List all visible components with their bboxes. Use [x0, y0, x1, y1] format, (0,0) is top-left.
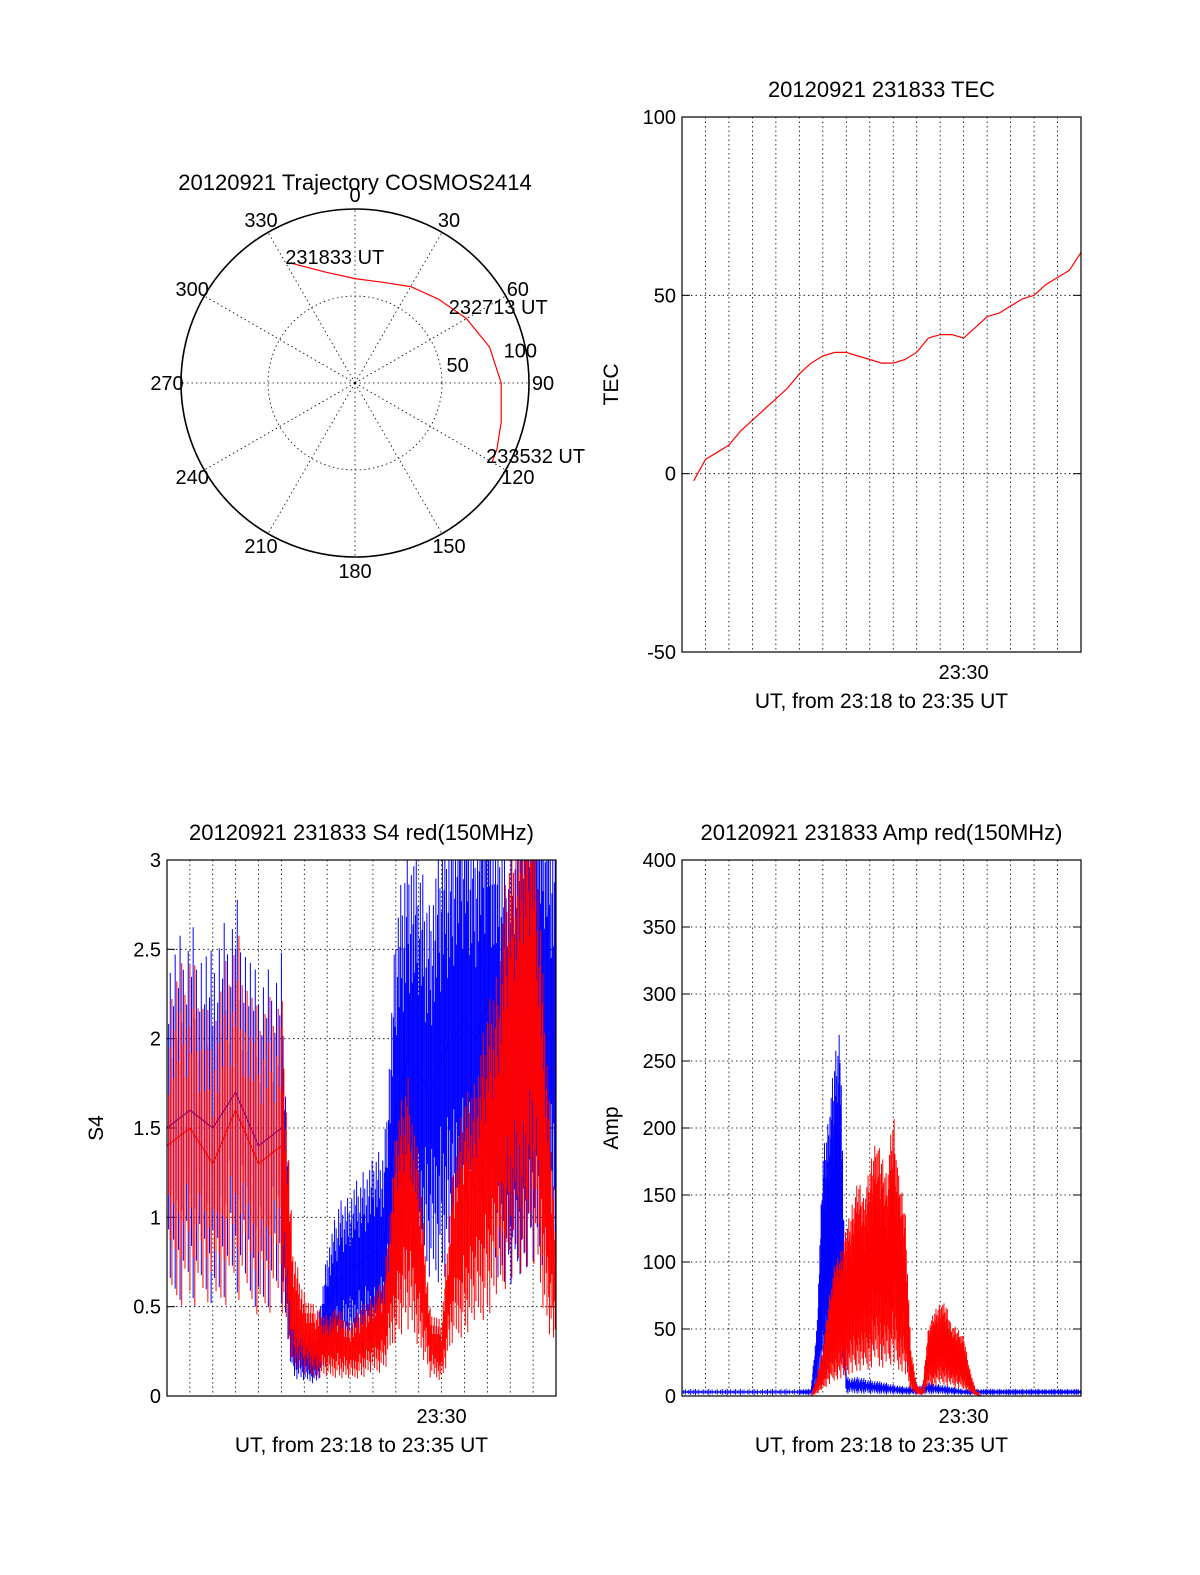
polar-spoke — [267, 232, 356, 384]
plot-title: 20120921 231833 TEC — [768, 77, 995, 102]
polar-angle-label: 270 — [150, 373, 183, 395]
x-axis-label: UT, from 23:18 to 23:35 UT — [755, 690, 1008, 713]
y-tick-label: 400 — [643, 850, 676, 872]
polar-spoke — [354, 295, 506, 384]
y-tick-label: 200 — [643, 1118, 676, 1140]
trajectory-time-annotation: 232713 UT — [449, 297, 548, 319]
plot-title: 20120921 231833 S4 red(150MHz) — [189, 820, 534, 845]
tec-plot: -50 0 50 100 23:30 20120921 231833 TEC UT, fro… — [600, 77, 1082, 713]
y-tick-label: 350 — [643, 917, 676, 939]
polar-angle-label: 150 — [432, 536, 465, 558]
y-tick-label: 1.5 — [133, 1118, 161, 1140]
x-axis-label: UT, from 23:18 to 23:35 UT — [235, 1434, 488, 1457]
y-axis-label: Amp — [600, 1106, 623, 1149]
polar-angle-label: 330 — [244, 210, 277, 232]
polar-radius-label: 100 — [504, 340, 537, 362]
polar-angle-label: 180 — [338, 561, 371, 583]
amp-plot: 0 50 100 150 200 250 300 350 400 23:30 20120921 23… — [600, 820, 1082, 1457]
y-axis-label: TEC — [600, 364, 623, 406]
polar-spoke — [354, 382, 443, 534]
polar-spoke — [267, 382, 356, 534]
polar-outer-circle — [180, 208, 530, 558]
polar-spoke — [204, 382, 356, 471]
y-tick-label: 100 — [643, 1252, 676, 1274]
polar-angle-label: 240 — [175, 467, 208, 489]
y-tick-label: 250 — [643, 1051, 676, 1073]
plot-title: 20120921 231833 Amp red(150MHz) — [700, 820, 1062, 845]
y-tick-label: 50 — [654, 1319, 676, 1341]
polar-title: 20120921 Trajectory COSMOS2414 — [178, 170, 531, 195]
polar-spoke — [204, 295, 356, 384]
series-line-0 — [693, 252, 1081, 482]
polar-angle-label: 60 — [507, 279, 529, 301]
trajectory-time-annotation: 231833 UT — [285, 247, 384, 269]
y-tick-label: 50 — [654, 285, 676, 307]
y-tick-label: 300 — [643, 984, 676, 1006]
trajectory-time-annotation: 233532 UT — [486, 446, 585, 468]
y-axis-label: S4 — [85, 1115, 108, 1141]
y-tick-label: 0.5 — [133, 1297, 161, 1319]
x-axis-label: UT, from 23:18 to 23:35 UT — [755, 1434, 1008, 1457]
plot-frame — [681, 859, 1082, 1397]
y-tick-label: 0 — [150, 1386, 161, 1408]
polar-angle-label: 0 — [349, 185, 360, 207]
y-tick-label: 2.5 — [133, 939, 161, 961]
x-tick-label: 23:30 — [417, 1406, 467, 1428]
plot-frame — [166, 859, 557, 1397]
polar-spoke — [354, 382, 506, 471]
polar-angle-label: 300 — [175, 279, 208, 301]
y-tick-label: 3 — [150, 850, 161, 872]
polar-spoke — [354, 232, 443, 384]
trajectory-line — [291, 262, 502, 463]
y-tick-label: 0 — [665, 464, 676, 486]
x-tick-label: 23:30 — [939, 662, 989, 684]
x-tick-label: 23:30 — [939, 1406, 989, 1428]
s4-plot: 0 0.5 1 1.5 2 2.5 3 23:30 20120921 231833 S4 red… — [85, 820, 557, 1457]
y-tick-label: 150 — [643, 1185, 676, 1207]
polar-angle-label: 30 — [438, 210, 460, 232]
polar-angle-label: 90 — [532, 373, 554, 395]
y-tick-label: 100 — [643, 107, 676, 129]
polar-radius-label: 50 — [447, 355, 469, 377]
y-tick-label: 1 — [150, 1207, 161, 1229]
plot-frame — [681, 116, 1082, 653]
y-tick-label: 2 — [150, 1029, 161, 1051]
y-tick-label: 0 — [665, 1386, 676, 1408]
y-tick-label: -50 — [647, 642, 676, 664]
polar-angle-label: 120 — [501, 467, 534, 489]
trajectory-polar-plot: 0 30 60 90 120 150 180 210 240 270 300 330 100 50 2318… — [150, 170, 585, 583]
polar-angle-label: 210 — [244, 536, 277, 558]
